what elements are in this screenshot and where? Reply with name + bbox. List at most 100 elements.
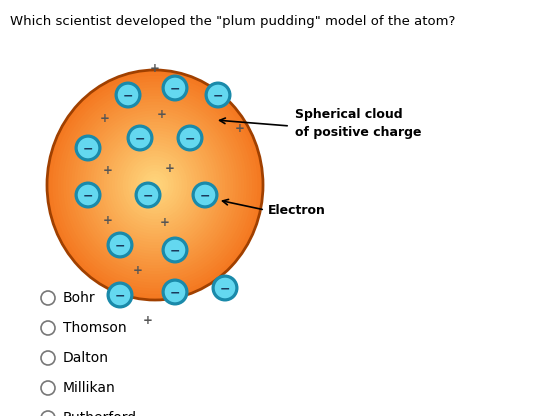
Text: −: − (123, 89, 133, 102)
Text: −: − (200, 190, 210, 203)
Circle shape (107, 231, 133, 258)
Text: Thomson: Thomson (63, 321, 127, 335)
Ellipse shape (152, 182, 158, 188)
Text: +: + (133, 263, 143, 277)
Circle shape (214, 277, 236, 299)
Ellipse shape (85, 110, 225, 260)
Circle shape (75, 181, 102, 208)
Ellipse shape (142, 171, 169, 199)
Ellipse shape (117, 145, 193, 225)
Ellipse shape (106, 133, 204, 237)
Ellipse shape (128, 156, 182, 214)
Ellipse shape (74, 99, 236, 271)
Text: +: + (160, 215, 170, 228)
Circle shape (77, 184, 99, 206)
Text: −: − (143, 190, 153, 203)
Ellipse shape (131, 159, 179, 211)
Text: Electron: Electron (268, 203, 326, 216)
Circle shape (176, 124, 204, 151)
Circle shape (164, 281, 186, 303)
Ellipse shape (66, 90, 244, 280)
Ellipse shape (82, 107, 228, 262)
Text: +: + (165, 161, 175, 174)
Text: +: + (103, 163, 113, 176)
Ellipse shape (133, 162, 176, 208)
Ellipse shape (144, 173, 166, 196)
Ellipse shape (136, 165, 174, 205)
Circle shape (77, 137, 99, 159)
Circle shape (191, 181, 218, 208)
Circle shape (114, 82, 142, 109)
Text: Dalton: Dalton (63, 351, 109, 365)
Ellipse shape (55, 79, 255, 291)
Text: +: + (143, 314, 153, 327)
Ellipse shape (77, 102, 233, 268)
Ellipse shape (87, 113, 222, 257)
Ellipse shape (114, 142, 196, 228)
Circle shape (109, 234, 131, 256)
Ellipse shape (90, 116, 220, 254)
Circle shape (107, 282, 133, 309)
Text: Which scientist developed the "plum pudding" model of the atom?: Which scientist developed the "plum pudd… (10, 15, 455, 28)
Text: +: + (157, 109, 167, 121)
Ellipse shape (96, 122, 215, 248)
Text: +: + (235, 121, 245, 134)
Ellipse shape (120, 148, 190, 223)
Ellipse shape (109, 136, 201, 234)
Text: −: − (220, 282, 230, 295)
Ellipse shape (69, 93, 242, 277)
Circle shape (137, 184, 159, 206)
Ellipse shape (71, 96, 239, 274)
Circle shape (134, 181, 161, 208)
Ellipse shape (101, 127, 209, 243)
Ellipse shape (53, 76, 258, 294)
Ellipse shape (112, 139, 198, 231)
Circle shape (161, 278, 189, 305)
Circle shape (161, 237, 189, 263)
Circle shape (127, 124, 154, 151)
Circle shape (207, 84, 229, 106)
Text: −: − (115, 290, 125, 302)
Circle shape (164, 77, 186, 99)
Text: Bohr: Bohr (63, 291, 96, 305)
Circle shape (109, 284, 131, 306)
Text: −: − (83, 190, 93, 203)
Circle shape (205, 82, 232, 109)
Text: −: − (83, 143, 93, 156)
Circle shape (117, 84, 139, 106)
Ellipse shape (147, 176, 163, 193)
Ellipse shape (104, 130, 206, 240)
Text: −: − (170, 287, 180, 300)
Ellipse shape (58, 82, 252, 289)
Circle shape (211, 275, 238, 302)
Text: −: − (135, 133, 145, 146)
Ellipse shape (80, 104, 231, 265)
Text: +: + (100, 111, 110, 124)
Ellipse shape (60, 84, 249, 286)
Ellipse shape (47, 70, 263, 300)
Ellipse shape (150, 179, 160, 191)
Circle shape (179, 127, 201, 149)
Text: Rutherford: Rutherford (63, 411, 137, 416)
Text: −: − (170, 245, 180, 258)
Text: −: − (170, 82, 180, 96)
Text: Millikan: Millikan (63, 381, 116, 395)
Text: +: + (103, 213, 113, 226)
Circle shape (129, 127, 151, 149)
Ellipse shape (98, 125, 212, 245)
Text: +: + (150, 62, 160, 74)
Circle shape (164, 239, 186, 261)
Ellipse shape (50, 73, 260, 297)
Circle shape (161, 74, 189, 102)
Ellipse shape (139, 168, 171, 202)
Ellipse shape (126, 154, 185, 217)
Ellipse shape (93, 119, 217, 251)
Text: Spherical cloud
of positive charge: Spherical cloud of positive charge (295, 108, 421, 139)
Ellipse shape (123, 151, 187, 220)
Circle shape (194, 184, 216, 206)
Ellipse shape (63, 87, 247, 283)
Text: −: − (115, 240, 125, 253)
Circle shape (75, 134, 102, 161)
Text: −: − (213, 89, 223, 102)
Text: −: − (185, 133, 195, 146)
